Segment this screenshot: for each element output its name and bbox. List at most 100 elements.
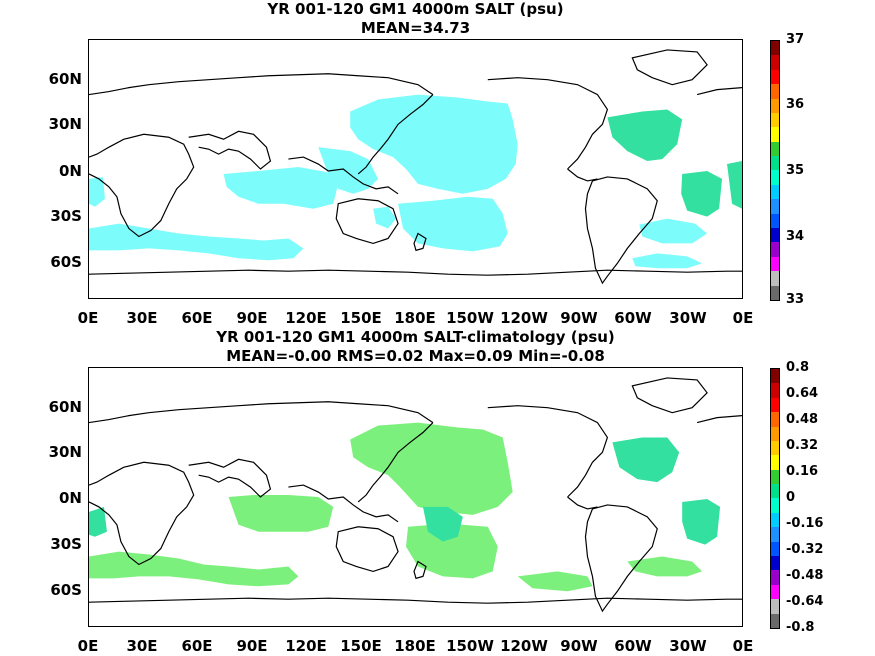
colorbar-segment (771, 156, 779, 171)
colorbar-segment (771, 271, 779, 286)
colorbar-label: 0.48 (786, 412, 819, 427)
colorbar-segment (771, 383, 779, 398)
colorbar-label: 36 (786, 97, 805, 112)
colorbar-segment (771, 455, 779, 470)
colorbar-segment (771, 69, 779, 85)
coast-east-asia (357, 422, 434, 503)
coast-eurasia-north (89, 73, 434, 96)
field-patch-south-pac-east (632, 253, 703, 269)
colorbar-segment (771, 98, 779, 113)
coast-east-asia (357, 94, 434, 175)
field-patch-indian (228, 495, 334, 532)
field-patch-eastatlantic (727, 161, 742, 209)
colorbar-label: 0.32 (786, 438, 819, 453)
colorbar-anomaly (770, 368, 780, 629)
x-tick: 120W (500, 309, 548, 327)
colorbar-segment (771, 469, 779, 485)
colorbar-segment (771, 541, 779, 557)
field-patch-southatlantic-lower (627, 556, 703, 577)
colorbar-segment (771, 256, 779, 272)
field-patches-bottom-pos (89, 422, 703, 592)
colorbar-segment (771, 285, 779, 300)
colorbar-segment (771, 112, 779, 128)
colorbar-segment (771, 84, 779, 99)
colorbar-segment (771, 613, 779, 628)
x-tick: 90W (560, 637, 598, 655)
coast-africa (89, 461, 195, 566)
colorbar-label: 0.8 (786, 360, 810, 375)
coast-antarctica (89, 597, 742, 604)
x-tick: 120W (500, 637, 548, 655)
colorbar-salinity (770, 40, 780, 301)
coast-antarctica (89, 269, 742, 276)
colorbar-segment (771, 484, 779, 499)
field-patches-bottom-neg (89, 437, 721, 545)
coast-north-america (487, 77, 609, 170)
x-tick: 180E (394, 309, 436, 327)
x-tick: 60W (614, 309, 652, 327)
x-tick: 90W (560, 309, 598, 327)
x-tick: 0E (77, 309, 99, 327)
colorbar-segment (771, 397, 779, 413)
coast-greenland (631, 377, 708, 414)
x-tick: 30W (669, 309, 707, 327)
colorbar-segment (771, 368, 779, 384)
x-tick: 0E (732, 637, 754, 655)
colorbar-label: -0.16 (786, 516, 824, 531)
y-tick-60n: 60N (48, 398, 82, 416)
field-patch-northpacific (350, 94, 518, 194)
y-tick-30s: 30S (50, 535, 82, 553)
field-patch-northatlantic (607, 109, 683, 162)
x-tick: 150E (340, 637, 382, 655)
colorbar-segment (771, 127, 779, 142)
field-patch-west-indian (89, 506, 107, 537)
coast-australia (335, 198, 399, 245)
coast-arabia-india (188, 458, 272, 498)
map-panel-salinity (88, 39, 743, 299)
field-patch-atl-south (682, 498, 721, 545)
coast-central-america (567, 168, 598, 182)
colorbar-label: 0.64 (786, 386, 819, 401)
colorbar-segment (771, 228, 779, 243)
x-tick: 120E (285, 637, 327, 655)
colorbar-segment (771, 242, 779, 257)
x-tick: 30W (669, 637, 707, 655)
coast-europe (696, 87, 742, 96)
coast-greenland (631, 49, 708, 86)
colorbar-label: 33 (786, 292, 805, 307)
field-patch-southern-indian (89, 551, 299, 587)
colorbar-segment (771, 498, 779, 513)
coast-newzealand (413, 560, 427, 580)
coastlines-top (89, 49, 742, 285)
x-tick: 150W (446, 309, 494, 327)
colorbar-label: 37 (786, 32, 805, 47)
colorbar-segment (771, 141, 779, 157)
map-panel-anomaly (88, 367, 743, 627)
x-tick: 60E (181, 309, 213, 327)
coast-central-america (567, 496, 598, 510)
colorbar-label: -0.48 (786, 568, 824, 583)
x-tick: 120E (285, 309, 327, 327)
y-tick-0n: 0N (59, 489, 82, 507)
field-patch-northpacific (350, 422, 513, 515)
field-patch-southern-atl (639, 218, 708, 244)
y-tick-0n: 0N (59, 162, 82, 180)
coast-north-america (487, 405, 609, 498)
y-tick-30n: 30N (48, 443, 82, 461)
colorbar-segment (771, 570, 779, 585)
y-tick-60n: 60N (48, 70, 82, 88)
y-tick-60s: 60S (50, 253, 82, 271)
colorbar-label: 35 (786, 163, 805, 178)
colorbar-segment (771, 40, 779, 56)
x-tick: 60E (181, 637, 213, 655)
x-tick: 180E (394, 637, 436, 655)
field-patch-westpacific (318, 147, 379, 194)
coast-arabia-india (188, 130, 272, 170)
y-tick-30n: 30N (48, 115, 82, 133)
coast-eurasia-north (89, 401, 434, 424)
panel2-subtitle: MEAN=-0.00 RMS=0.02 Max=0.09 Min=-0.08 (226, 347, 605, 365)
x-tick: 0E (77, 637, 99, 655)
x-tick: 150E (340, 309, 382, 327)
colorbar-segment (771, 184, 779, 200)
colorbar-segment (771, 412, 779, 427)
